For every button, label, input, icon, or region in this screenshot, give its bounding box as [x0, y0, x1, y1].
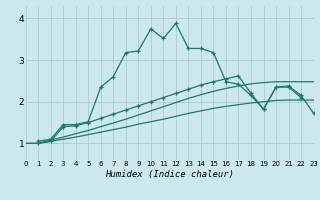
X-axis label: Humidex (Indice chaleur): Humidex (Indice chaleur) — [105, 170, 234, 179]
